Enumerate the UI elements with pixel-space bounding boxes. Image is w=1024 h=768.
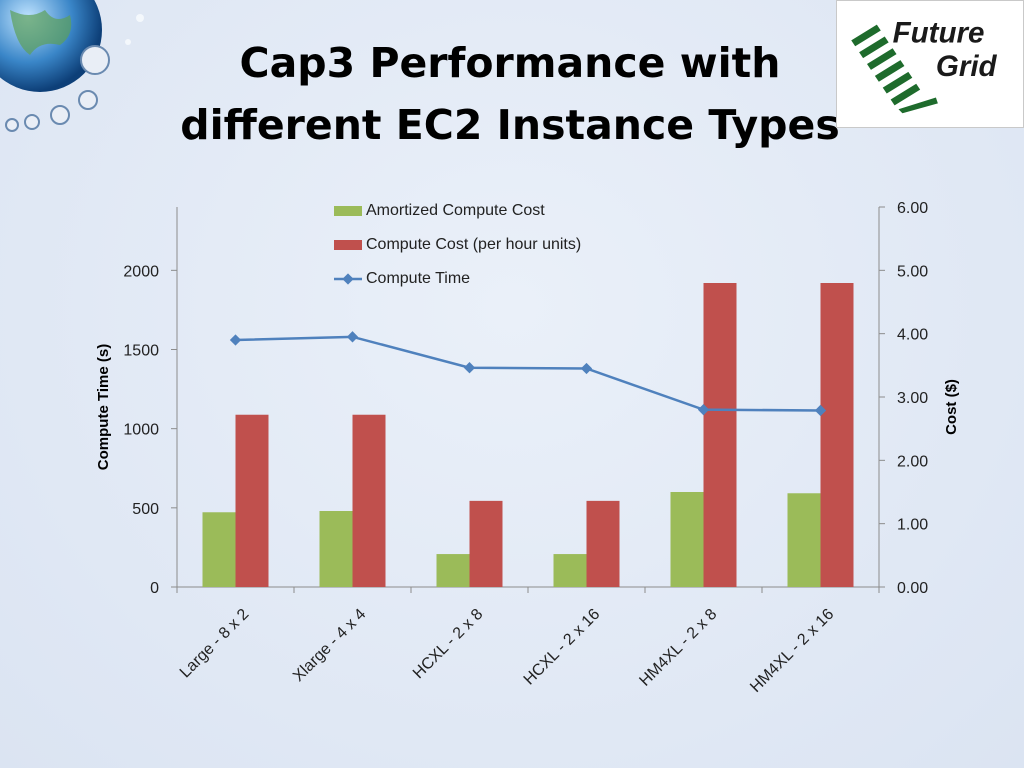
bar-amortized-cost [553,554,587,587]
bar-amortized-cost [202,512,236,587]
right-tick-label: 5.00 [897,263,928,280]
globe-decoration [0,0,144,132]
title-line-2: different EC2 Instance Types [180,101,840,149]
legend-swatch-amortized [334,206,362,216]
right-tick-label: 0.00 [897,580,928,597]
x-tick-label: HCXL - 2 x 8 [410,606,486,682]
legend-label-compute-cost: Compute Cost (per hour units) [366,236,582,253]
chart-legend: Amortized Compute Cost Compute Cost (per… [334,194,581,296]
bar-amortized-cost [436,554,470,587]
compute-time-point [580,362,593,375]
legend-label-compute-time: Compute Time [366,270,471,287]
bar-compute-cost [820,283,854,587]
x-tick-label: Xlarge - 4 x 4 [290,606,369,685]
left-tick-label: 0 [150,580,159,597]
compute-time-point [346,331,359,343]
slide-title: Cap3 Performance with different EC2 Inst… [160,32,860,156]
logo-grid-mark [851,24,938,114]
left-tick-label: 2000 [123,263,159,280]
left-tick-label: 1500 [123,343,159,360]
compute-time-point [697,404,710,416]
bar-compute-cost [703,283,737,587]
bar-amortized-cost [319,511,353,587]
x-tick-label: HM4XL - 2 x 8 [636,606,720,690]
bar-amortized-cost [787,493,821,587]
compute-time-point [229,334,242,346]
legend-label-amortized: Amortized Compute Cost [366,202,545,219]
bar-compute-cost [235,414,269,587]
x-tick-label: Large - 8 x 2 [177,606,253,682]
right-tick-label: 1.00 [897,517,928,534]
logo-text-line-2: Grid [936,50,998,83]
futuregrid-logo: Future Grid [836,0,1024,128]
bar-amortized-cost [670,492,704,587]
logo-text-line-1: Future [893,16,985,49]
compute-time-point [463,362,476,374]
bar-compute-cost [469,500,503,587]
compute-time-line [235,335,821,412]
right-axis-title: Cost ($) [943,379,960,435]
left-tick-label: 500 [132,501,159,518]
right-tick-label: 2.00 [897,453,928,470]
legend-item-compute-time: Compute Time [334,262,581,296]
legend-item-amortized: Amortized Compute Cost [334,194,581,228]
x-tick-label: HCXL - 2 x 16 [521,606,604,689]
legend-item-compute-cost: Compute Cost (per hour units) [334,228,581,262]
legend-swatch-compute-time [334,273,362,285]
x-tick-label: HM4XL - 2 x 16 [747,606,837,696]
bar-compute-cost [586,500,620,587]
legend-swatch-compute-cost [334,240,362,250]
title-line-1: Cap3 Performance with [239,39,781,87]
compute-time-point [814,404,827,417]
bar-compute-cost [352,414,386,587]
left-axis-title: Compute Time (s) [95,344,112,470]
right-tick-label: 3.00 [897,390,928,407]
left-tick-label: 1000 [123,422,159,439]
right-tick-label: 4.00 [897,327,928,344]
right-tick-label: 6.00 [897,200,928,217]
